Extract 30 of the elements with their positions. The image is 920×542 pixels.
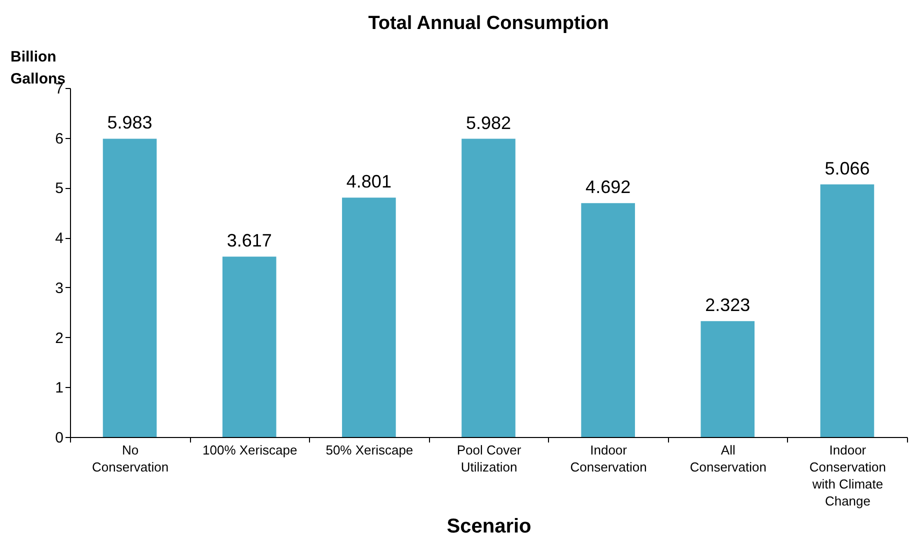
y-tick-label: 5 [55, 180, 64, 198]
bar [462, 138, 516, 437]
x-tick-label: 50% Xeriscape [326, 442, 414, 458]
x-tick-label: Indoor Conservation [570, 442, 647, 474]
bar [102, 138, 157, 437]
bar [581, 203, 635, 437]
data-label: 3.617 [226, 230, 272, 251]
data-label: 4.692 [586, 177, 631, 198]
data-label: 2.323 [705, 295, 750, 316]
bar [820, 184, 874, 437]
x-tick-label: 100% Xeriscape [202, 442, 298, 458]
y-tick-label: 3 [55, 280, 64, 297]
y-tick-label: 2 [55, 330, 64, 347]
data-label: 4.801 [346, 172, 392, 192]
data-label: 5.066 [824, 158, 870, 178]
x-tick-label: Pool Cover Utilization [456, 442, 522, 474]
x-tick-label: Indoor Conservation with Climate Change [809, 442, 886, 508]
x-tick-label: All Conservation [690, 442, 766, 474]
y-tick-label: 4 [55, 230, 64, 248]
bar [700, 321, 755, 437]
chart-title: Total Annual Consumption [368, 13, 609, 34]
data-label: 5.983 [107, 112, 152, 133]
x-tick-label: No Conservation [92, 442, 169, 474]
y-tick-label: 6 [55, 130, 64, 148]
x-axis-title: Scenario [446, 516, 532, 538]
y-tick-label: 0 [55, 430, 64, 446]
bar [222, 256, 276, 437]
data-label: 5.982 [466, 112, 512, 133]
y-tick-label: 1 [55, 380, 64, 397]
bar [342, 198, 396, 437]
